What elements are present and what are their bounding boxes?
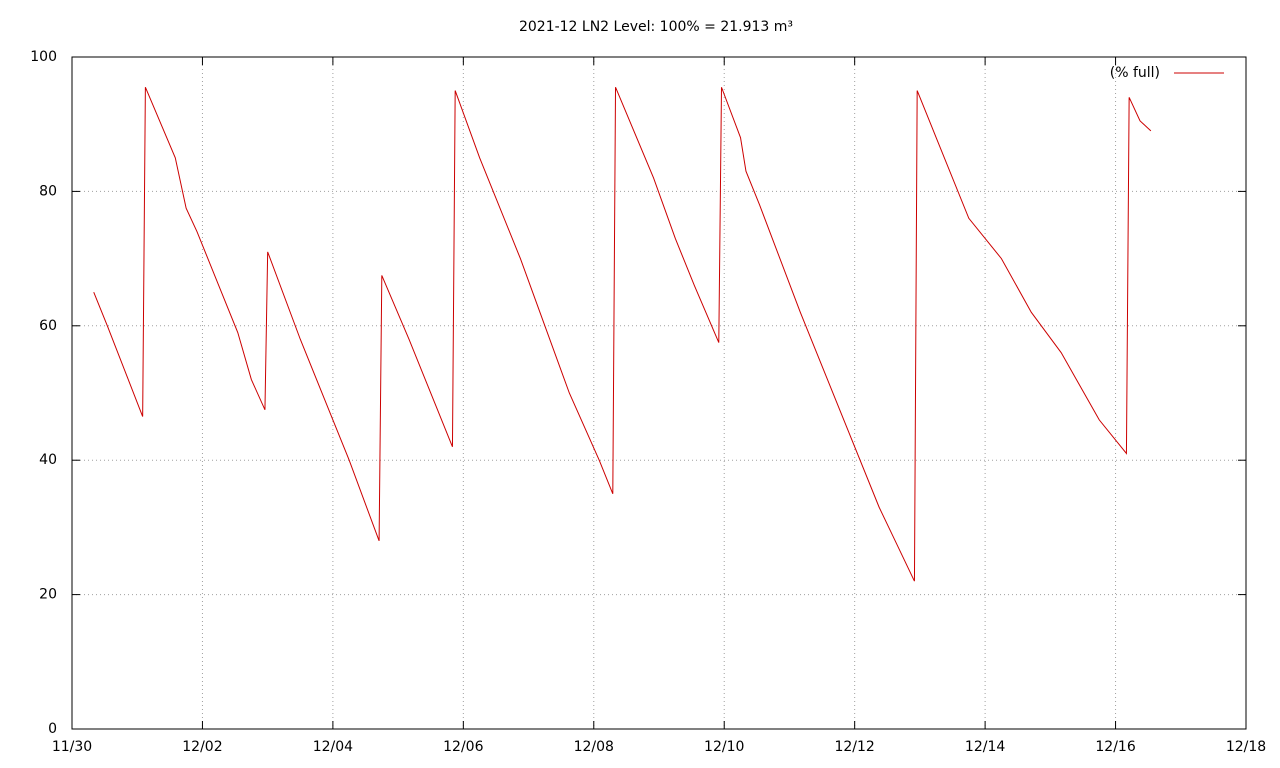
plot-frame (71, 56, 1247, 730)
x-tick-label: 12/08 (574, 739, 614, 755)
x-tick-label: 12/18 (1226, 739, 1266, 755)
x-tick-label: 12/16 (1095, 739, 1135, 755)
x-tick-label: 12/06 (443, 739, 483, 755)
legend-label: (% full) (1110, 65, 1160, 81)
x-tick-label: 12/14 (965, 739, 1005, 755)
x-tick-label: 12/04 (313, 739, 353, 755)
x-tick-label: 12/12 (834, 739, 874, 755)
x-tick-label: 12/02 (182, 739, 222, 755)
y-tick-label: 40 (39, 452, 57, 468)
y-tick-label: 60 (39, 318, 57, 334)
y-tick-label: 80 (39, 183, 57, 199)
x-tick-label: 12/10 (704, 739, 744, 755)
y-tick-label: 0 (48, 721, 57, 737)
data-line (93, 87, 1152, 582)
y-tick-label: 20 (39, 587, 57, 603)
x-tick-label: 11/30 (52, 739, 92, 755)
y-tick-label: 100 (30, 49, 57, 65)
chart-title: 2021-12 LN2 Level: 100% = 21.913 m³ (519, 19, 793, 35)
